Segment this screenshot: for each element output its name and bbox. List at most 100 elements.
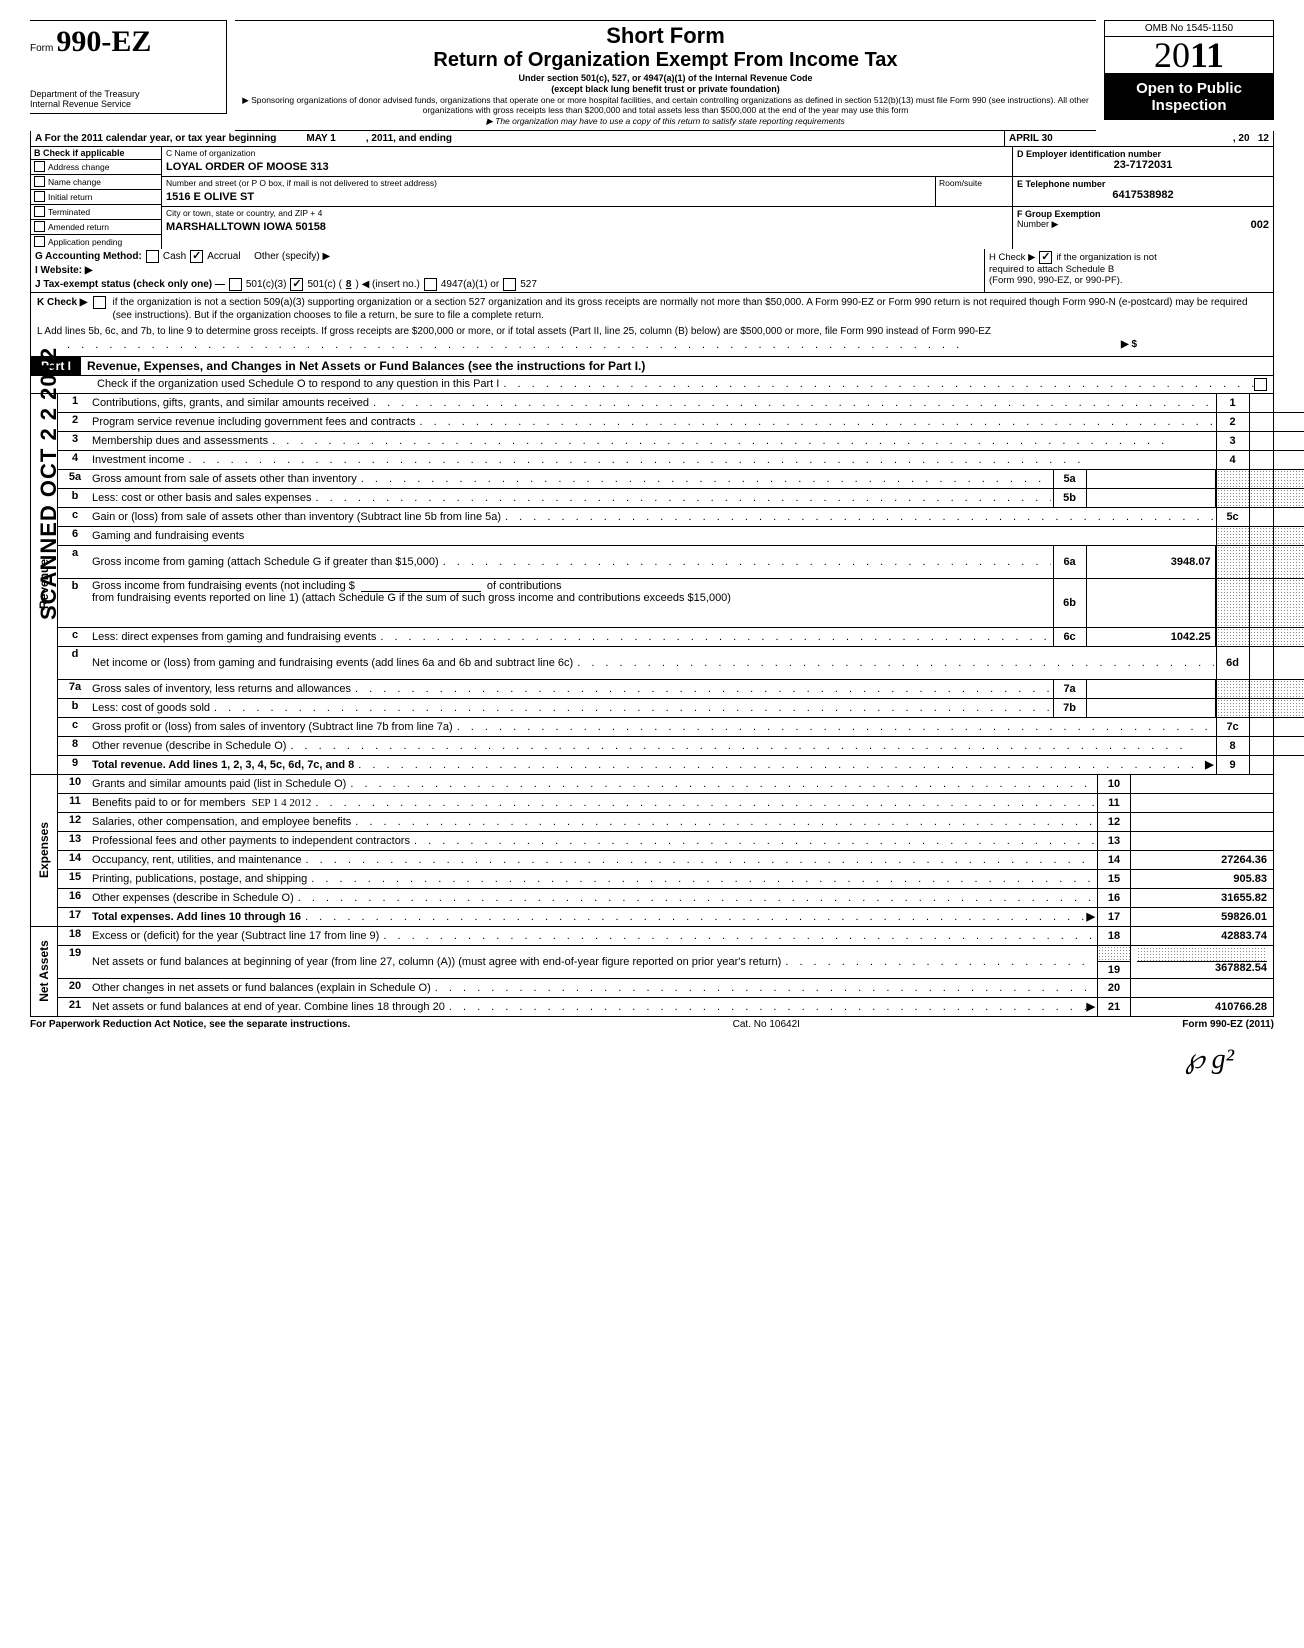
ln14-rv: 27264.36 xyxy=(1130,851,1273,869)
chk-527[interactable] xyxy=(503,278,516,291)
ln10-rn: 10 xyxy=(1097,775,1130,793)
j-501c3: 501(c)(3) xyxy=(246,279,287,290)
ln3-num: 3 xyxy=(58,432,92,450)
chk-501c3[interactable] xyxy=(229,278,242,291)
ln5c-text: Gain or (loss) from sale of assets other… xyxy=(92,511,501,523)
ln5b-text: Less: cost or other basis and sales expe… xyxy=(92,492,312,504)
ln6d-text: Net income or (loss) from gaming and fun… xyxy=(92,657,573,669)
ln1-num: 1 xyxy=(58,394,92,412)
ln11-rv xyxy=(1130,794,1273,812)
room-suite-label: Room/suite xyxy=(935,177,1012,206)
chk-accrual[interactable]: ✓ xyxy=(190,250,203,263)
h-label: H Check ▶ xyxy=(989,252,1035,263)
ln20-rv xyxy=(1130,979,1273,997)
chk-part1-scho[interactable] xyxy=(1254,378,1267,391)
ln16-rv: 31655.82 xyxy=(1130,889,1273,907)
ln6b-mv xyxy=(1087,579,1216,627)
ln1-text: Contributions, gifts, grants, and simila… xyxy=(92,397,369,409)
chk-501c[interactable]: ✓ xyxy=(290,278,303,291)
a-end-fixed: , 20 xyxy=(1233,133,1250,144)
ln10-rv xyxy=(1130,775,1273,793)
part1-check-row: Check if the organization used Schedule … xyxy=(30,376,1274,394)
chk-4947[interactable] xyxy=(424,278,437,291)
under-section: Under section 501(c), 527, or 4947(a)(1)… xyxy=(241,73,1090,83)
ln20-text: Other changes in net assets or fund bala… xyxy=(92,982,431,994)
ln18-rn: 18 xyxy=(1097,927,1130,945)
ln5b-rv-shade xyxy=(1249,489,1304,507)
chk-k[interactable] xyxy=(93,296,106,309)
ln5c-num: c xyxy=(58,508,92,526)
ln15-rn: 15 xyxy=(1097,870,1130,888)
ln6b-rv-shade xyxy=(1249,579,1304,627)
ln7a-num: 7a xyxy=(58,680,92,698)
copy-txt: ▶ The organization may have to use a cop… xyxy=(241,116,1090,126)
ln12-text: Salaries, other compensation, and employ… xyxy=(92,816,351,828)
ln5a-mv xyxy=(1087,470,1216,488)
ln2-text: Program service revenue including govern… xyxy=(92,416,415,428)
g-label: G Accounting Method: xyxy=(35,251,142,262)
ln15-num: 15 xyxy=(58,870,92,888)
ln6b-text1: Gross income from fundraising events (no… xyxy=(92,580,355,592)
part1-header-row: Part I Revenue, Expenses, and Changes in… xyxy=(30,357,1274,376)
ln5c-rn: 5c xyxy=(1216,508,1249,526)
revenue-section: Revenue 1Contributions, gifts, grants, a… xyxy=(30,394,1274,775)
j-501c-close: ) ◀ (insert no.) xyxy=(355,279,419,290)
ln6-rv-shade xyxy=(1249,527,1304,545)
ln5a-text: Gross amount from sale of assets other t… xyxy=(92,473,357,485)
ln6a-text: Gross income from gaming (attach Schedul… xyxy=(92,556,439,568)
tax-year: 2011 xyxy=(1104,37,1274,74)
footer-mid: Cat. No 10642I xyxy=(733,1019,800,1030)
g-other: Other (specify) ▶ xyxy=(254,251,330,262)
ln5b-rn-shade xyxy=(1216,489,1249,507)
ln6a-mn: 6a xyxy=(1053,546,1087,578)
ln19-text: Net assets or fund balances at beginning… xyxy=(92,956,781,968)
ln13-rn: 13 xyxy=(1097,832,1130,850)
ln6b-text2: of contributions xyxy=(487,580,562,592)
sponsor-txt: ▶ Sponsoring organizations of donor advi… xyxy=(241,95,1090,115)
ln21-num: 21 xyxy=(58,998,92,1016)
ln16-num: 16 xyxy=(58,889,92,907)
ln8-rn: 8 xyxy=(1216,737,1249,755)
d-label: D Employer identification number xyxy=(1017,149,1269,159)
b-item-4: Amended return xyxy=(48,222,109,232)
chk-name-change[interactable]: Name change xyxy=(31,175,161,190)
ln3-text: Membership dues and assessments xyxy=(92,435,268,447)
ln2-rn: 2 xyxy=(1216,413,1249,431)
a-mid: , 2011, and ending xyxy=(366,133,452,144)
ln6c-rn-shade xyxy=(1216,628,1249,646)
year-thin: 20 xyxy=(1154,35,1190,75)
ln17-rv: 59826.01 xyxy=(1130,908,1273,926)
chk-initial-return[interactable]: Initial return xyxy=(31,190,161,205)
ln7b-text: Less: cost of goods sold xyxy=(92,702,210,714)
b-header: B Check if applicable xyxy=(31,147,161,160)
ln7b-mv xyxy=(1087,699,1216,717)
signature: ℘ g² xyxy=(30,1032,1274,1076)
ln6a-mv: 3948.07 xyxy=(1087,546,1216,578)
chk-app-pending[interactable]: Application pending xyxy=(31,235,161,249)
a-end-month: APRIL 30 xyxy=(1009,133,1053,144)
chk-h[interactable]: ✓ xyxy=(1039,251,1052,264)
dept-treasury: Department of the Treasury xyxy=(30,89,220,99)
col-de: D Employer identification number 23-7172… xyxy=(1013,147,1273,249)
ln15-text: Printing, publications, postage, and shi… xyxy=(92,873,307,885)
k-text: if the organization is not a section 509… xyxy=(112,296,1267,323)
except-txt: (except black lung benefit trust or priv… xyxy=(241,84,1090,94)
chk-amended[interactable]: Amended return xyxy=(31,220,161,235)
ln5a-rv-shade xyxy=(1249,470,1304,488)
part1-title: Revenue, Expenses, and Changes in Net As… xyxy=(81,357,1273,375)
short-form-title: Short Form xyxy=(241,23,1090,49)
ln2-rv: 94757.13 xyxy=(1249,413,1304,431)
ln7a-rn-shade xyxy=(1216,680,1249,698)
a-label: A For the 2011 calendar year, or tax yea… xyxy=(35,133,276,144)
chk-terminated[interactable]: Terminated xyxy=(31,205,161,220)
c-city-label: City or town, state or country, and ZIP … xyxy=(162,207,1012,219)
ln21-text: Net assets or fund balances at end of ye… xyxy=(92,1001,445,1013)
chk-cash[interactable] xyxy=(146,250,159,263)
year-bold: 11 xyxy=(1190,35,1224,75)
chk-address-change[interactable]: Address change xyxy=(31,160,161,175)
ln17-rn: 17 xyxy=(1097,908,1130,926)
g-cash: Cash xyxy=(163,251,186,262)
j-4947: 4947(a)(1) or xyxy=(441,279,499,290)
dept-irs: Internal Revenue Service xyxy=(30,99,220,109)
c-addr-label: Number and street (or P O box, if mail i… xyxy=(162,177,935,189)
